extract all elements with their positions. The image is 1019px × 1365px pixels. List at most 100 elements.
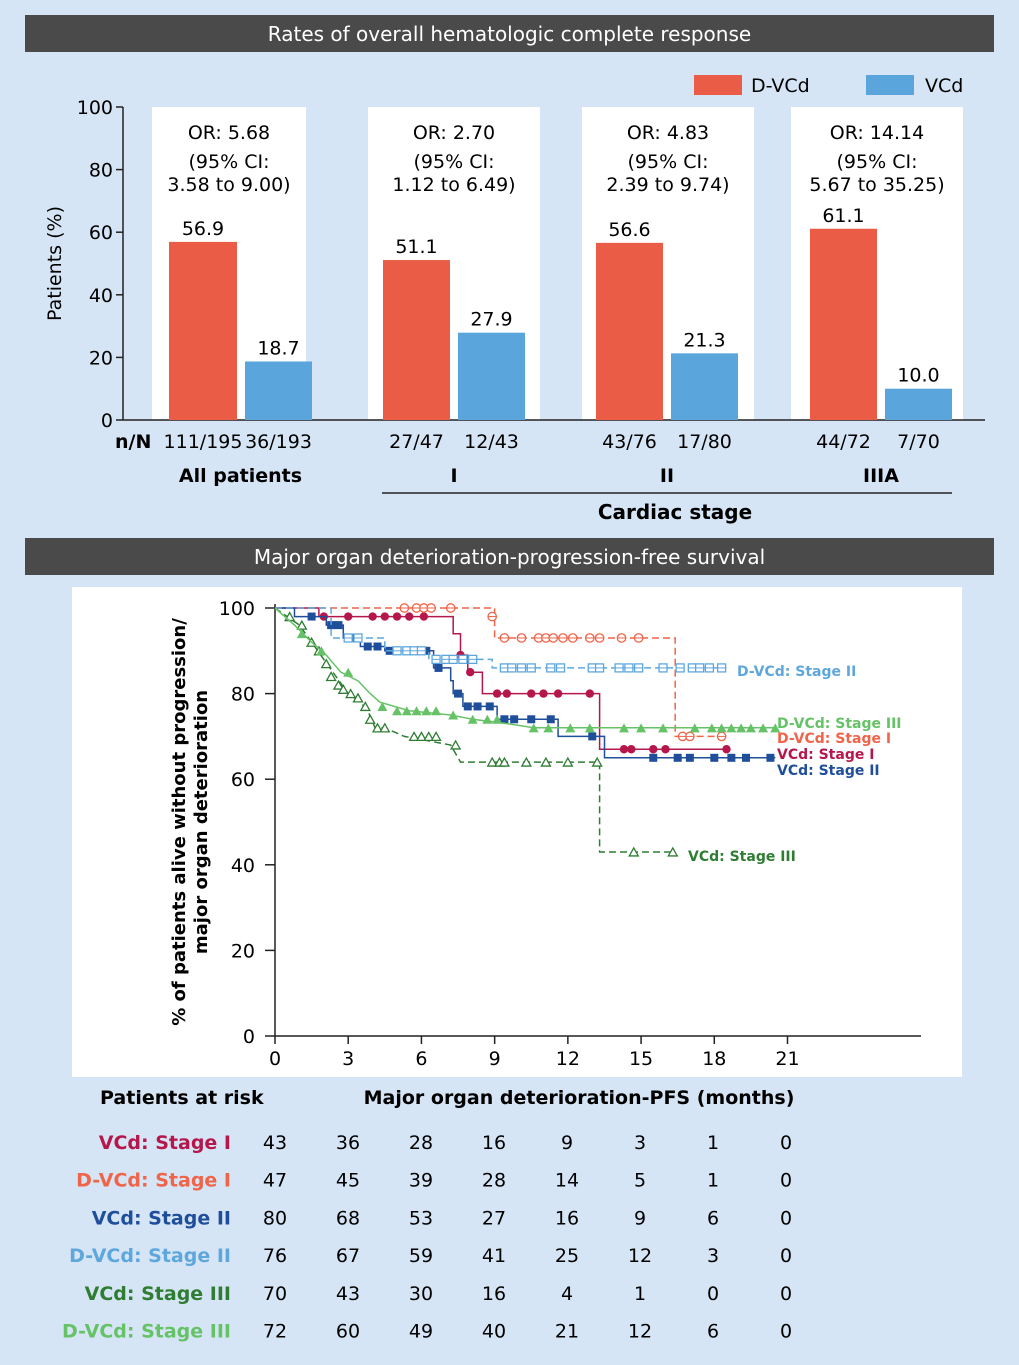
or-line-2: (95% CI: xyxy=(189,151,270,173)
bar-dvcd xyxy=(810,228,877,420)
bar-value-label-dvcd: 56.6 xyxy=(608,219,650,241)
km-censor-marker xyxy=(352,692,364,703)
km-series-label: VCd: Stage I xyxy=(777,747,874,763)
risk-cell: 39 xyxy=(409,1170,433,1192)
bar-value-label-vcd: 10.0 xyxy=(897,365,939,387)
km-x-tick-label: 12 xyxy=(556,1048,580,1070)
km-y-tick-label: 60 xyxy=(231,769,255,791)
km-censor-marker xyxy=(727,753,736,762)
or-line-2: (95% CI: xyxy=(628,151,709,173)
risk-cell: 27 xyxy=(482,1207,506,1229)
km-censor-marker xyxy=(770,723,781,733)
legend-swatch-dvcd xyxy=(694,75,742,95)
risk-cell: 16 xyxy=(482,1132,506,1154)
bar-vcd xyxy=(458,332,525,420)
km-censor-marker xyxy=(585,689,595,698)
km-censor-marker xyxy=(706,723,717,733)
km-x-tick-label: 18 xyxy=(702,1048,726,1070)
risk-cell: 30 xyxy=(409,1283,433,1305)
km-censor-marker xyxy=(628,846,640,857)
km-censor-marker xyxy=(485,702,494,711)
n-over-n-vcd: 12/43 xyxy=(464,431,519,453)
y-axis-title: Patients (%) xyxy=(44,206,66,321)
survival-line-chart: 0 20 40 60 80 100 0 3 6 9 12 15 18 21 % of patients al… xyxy=(169,598,921,1070)
km-censor-marker xyxy=(492,689,502,698)
km-y-axis-title-line2: major organ deterioration xyxy=(191,690,212,954)
km-censor-marker xyxy=(454,689,463,698)
bar-value-label-dvcd: 61.1 xyxy=(822,205,864,227)
risk-cell: 3 xyxy=(707,1245,719,1267)
group-label: All patients xyxy=(179,465,302,487)
bar-value-label-vcd: 21.3 xyxy=(683,329,725,351)
risk-cell: 1 xyxy=(707,1170,719,1192)
km-censor-marker xyxy=(742,753,751,762)
km-censor-marker xyxy=(430,731,442,742)
km-censor-marker xyxy=(758,723,769,733)
risk-cell: 72 xyxy=(263,1321,287,1343)
km-censor-marker xyxy=(667,846,679,857)
risk-cell: 43 xyxy=(263,1132,287,1154)
risk-cell: 60 xyxy=(336,1321,360,1343)
risk-cell: 0 xyxy=(780,1132,792,1154)
km-y-tick-label: 100 xyxy=(219,598,255,620)
km-censor-marker xyxy=(649,745,658,754)
n-over-n-vcd: 17/80 xyxy=(677,431,732,453)
or-line-1: OR: 4.83 xyxy=(627,122,709,144)
km-censor-marker xyxy=(658,723,669,733)
risk-cell: 25 xyxy=(555,1245,579,1267)
km-censor-marker xyxy=(423,731,435,742)
risk-cell: 0 xyxy=(780,1283,792,1305)
n-over-n-dvcd: 27/47 xyxy=(389,431,444,453)
km-censor-marker xyxy=(636,723,647,733)
risk-cell: 21 xyxy=(555,1321,579,1343)
km-censor-marker xyxy=(368,612,377,621)
km-censor-marker xyxy=(661,745,670,754)
risk-cell: 6 xyxy=(707,1207,719,1229)
risk-cell: 28 xyxy=(409,1132,433,1154)
top-chart-title: Rates of overall hematologic complete re… xyxy=(267,21,752,46)
km-series-label: D-VCd: Stage I xyxy=(777,731,891,747)
km-panel: 0 20 40 60 80 100 0 3 6 9 12 15 18 21 % of patients al… xyxy=(72,587,962,1077)
km-censor-marker xyxy=(320,658,332,669)
km-censor-marker xyxy=(618,723,629,733)
or-line-1: OR: 14.14 xyxy=(830,122,924,144)
km-censor-marker xyxy=(588,732,597,741)
km-censor-marker xyxy=(411,706,422,716)
bar-dvcd xyxy=(596,242,663,420)
risk-row-label: VCd: Stage III xyxy=(85,1283,231,1305)
km-censor-marker xyxy=(584,723,595,733)
or-line-3: 2.39 to 9.74) xyxy=(606,174,729,196)
risk-cell: 12 xyxy=(628,1321,652,1343)
km-censor-marker xyxy=(539,689,548,698)
group-label: I xyxy=(450,465,457,487)
risk-row-label: VCd: Stage II xyxy=(92,1207,231,1229)
km-series-label: VCd: Stage II xyxy=(777,763,880,779)
risk-cell: 1 xyxy=(707,1132,719,1154)
risk-cell: 47 xyxy=(263,1170,287,1192)
y-tick-label: 80 xyxy=(89,160,113,182)
km-y-tick-label: 40 xyxy=(231,855,255,877)
km-censor-marker xyxy=(408,731,420,742)
km-censor-marker xyxy=(325,671,337,682)
km-censor-marker xyxy=(726,723,737,733)
km-censor-marker xyxy=(296,619,308,630)
km-censor-marker xyxy=(419,612,429,621)
bar-value-label-vcd: 18.7 xyxy=(257,337,299,359)
n-over-n-vcd: 7/70 xyxy=(897,431,940,453)
bottom-chart-banner: Major organ deterioration-progression-fr… xyxy=(25,538,994,575)
km-censor-marker xyxy=(343,667,354,677)
bar-value-label-dvcd: 51.1 xyxy=(395,236,437,258)
km-series-line xyxy=(275,607,776,759)
km-censor-marker xyxy=(431,706,442,716)
risk-cell: 68 xyxy=(336,1207,360,1229)
risk-cell: 14 xyxy=(555,1170,579,1192)
risk-cell: 16 xyxy=(482,1283,506,1305)
bar-dvcd xyxy=(383,260,450,420)
risk-cell: 40 xyxy=(482,1321,506,1343)
km-censor-marker xyxy=(405,612,414,621)
km-series-line xyxy=(275,607,727,669)
km-censor-marker xyxy=(473,702,482,711)
risk-row-label: D-VCd: Stage I xyxy=(76,1170,231,1192)
risk-cell: 59 xyxy=(409,1245,433,1267)
risk-cell: 28 xyxy=(482,1170,506,1192)
